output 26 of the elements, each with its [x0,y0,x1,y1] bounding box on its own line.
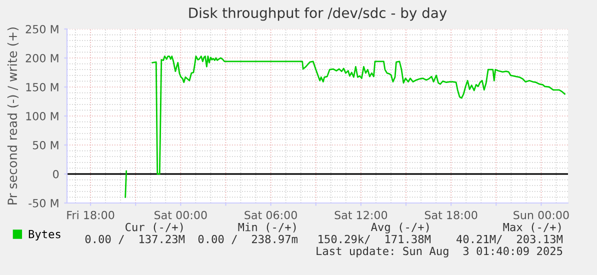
y-tick-label: 200 M [26,54,58,62]
chart-title: Disk throughput for /dev/sdc - by day [189,7,447,21]
x-tick-label: Sat 06:00 [244,210,297,220]
y-axis-title: Pr second read (-) / write (+) [7,27,19,204]
x-tick-label: Sat 18:00 [424,210,478,220]
text: Cur (-/+) [126,222,183,233]
text: Min (-/+) [238,222,296,233]
legend-label: Bytes [28,230,60,240]
x-tick-label: Fri 18:00 [67,210,114,220]
text: Last update: Sun Aug 3 01:40:09 2025 [316,246,562,258]
text: 40.21M/ 203.13M [456,234,563,244]
y-tick-label: 0 [53,170,59,178]
line-series [152,56,566,175]
y-tick-label: 150 M [26,82,58,92]
text: 0.00 / 137.23M [85,234,185,244]
x-tick-label: Sat 00:00 [154,210,207,220]
x-tick-label: Sun 00:00 [514,210,569,220]
x-tick-label: Sat 12:00 [334,210,388,220]
y-tick-label: 100 M [26,112,58,120]
y-tick-label: 50 M [32,140,58,150]
y-tick-label: -50 M [28,198,58,208]
y-tick-label: 250 M [26,24,58,34]
text: 150.29k/ 171.38M [318,234,431,244]
text: Avg (-/+) [371,222,429,234]
text: Max (-/+) [503,222,561,233]
text: 0.00 / 238.97m [198,234,298,244]
